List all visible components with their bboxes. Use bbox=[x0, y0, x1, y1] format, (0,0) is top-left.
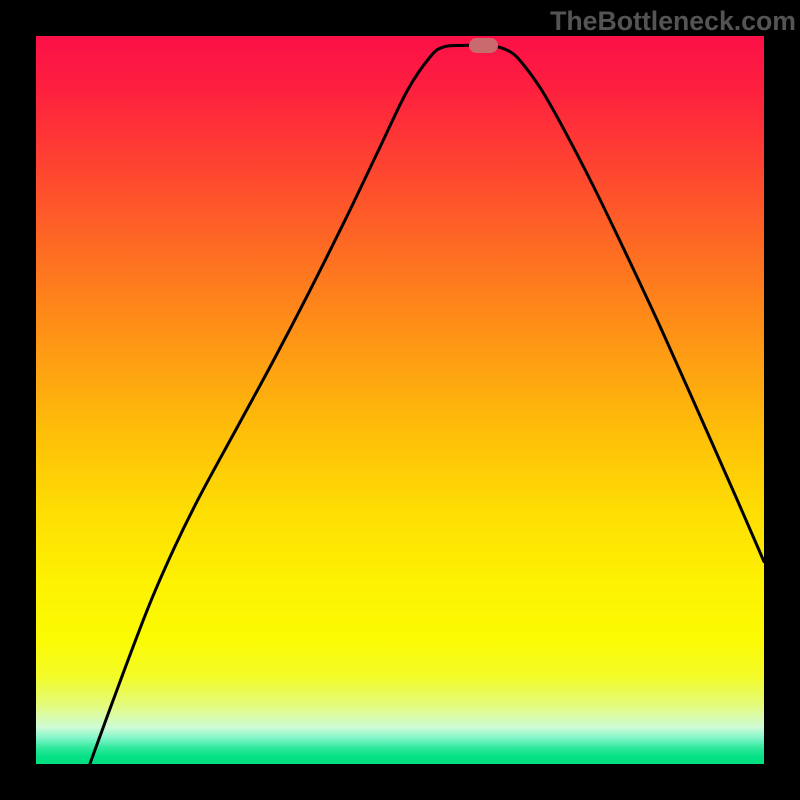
chart-container: TheBottleneck.com bbox=[0, 0, 800, 800]
gradient-plot-area bbox=[36, 36, 764, 764]
optimum-marker bbox=[469, 38, 498, 53]
watermark-text: TheBottleneck.com bbox=[550, 6, 796, 37]
